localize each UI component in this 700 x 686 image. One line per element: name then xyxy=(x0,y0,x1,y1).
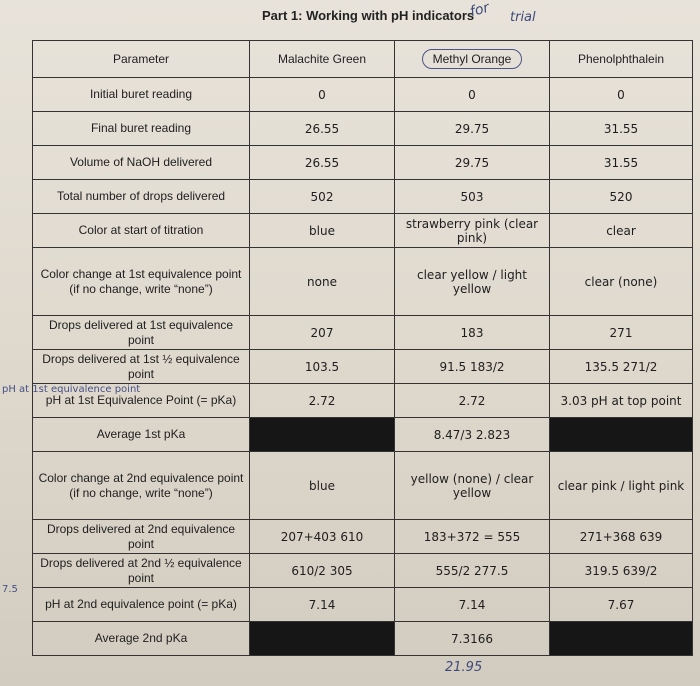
methyl-orange-value: 503 xyxy=(394,179,550,214)
table-row: Color change at 1st equivalence point (i… xyxy=(32,247,693,316)
parameter-label: Total number of drops delivered xyxy=(32,179,250,214)
table-row: Average 2nd pKa 7.3166 xyxy=(32,621,693,656)
phenolphthalein-value: 31.55 xyxy=(549,145,693,180)
table-row: Color at start of titration blue strawberr… xyxy=(32,213,693,248)
malachite-green-value: 26.55 xyxy=(249,111,395,146)
phenolphthalein-value: 31.55 xyxy=(549,111,693,146)
table-row: Drops delivered at 1st ½ equivalence poi… xyxy=(32,349,693,384)
malachite-green-value: blue xyxy=(249,451,395,520)
table-row: Drops delivered at 2nd ½ equivalence poi… xyxy=(32,553,693,588)
malachite-green-value: 502 xyxy=(249,179,395,214)
methyl-orange-value: 7.14 xyxy=(394,587,550,622)
methyl-orange-value: 555/2 277.5 xyxy=(394,553,550,588)
malachite-green-value: 103.5 xyxy=(249,349,395,384)
parameter-label: Drops delivered at 1st equivalence point xyxy=(32,315,250,350)
table-row: Final buret reading 26.55 29.75 31.55 xyxy=(32,111,693,146)
phenolphthalein-value: 271 xyxy=(549,315,693,350)
indicator-table: Parameter Malachite Green Methyl Orange … xyxy=(32,40,693,656)
table-row: Total number of drops delivered 502 503 520 xyxy=(32,179,693,214)
parameter-label: Final buret reading xyxy=(32,111,250,146)
parameter-label: Drops delivered at 1st ½ equivalence poi… xyxy=(32,349,250,384)
parameter-label: Color change at 2nd equivalence point (i… xyxy=(32,451,250,520)
handwritten-note-for: for xyxy=(468,0,491,21)
methyl-orange-value: 183 xyxy=(394,315,550,350)
methyl-orange-value: 183+372 = 555 xyxy=(394,519,550,554)
table-row: Color change at 2nd equivalence point (i… xyxy=(32,451,693,520)
table-row: pH at 1st Equivalence Point (= pKa) 2.72 2… xyxy=(32,383,693,418)
malachite-green-value: 7.14 xyxy=(249,587,395,622)
phenolphthalein-value: clear xyxy=(549,213,693,248)
table-header-row: Parameter Malachite Green Methyl Orange … xyxy=(32,40,693,78)
phenolphthalein-value: 7.67 xyxy=(549,587,693,622)
phenolphthalein-value: 0 xyxy=(549,77,693,112)
parameter-label: Drops delivered at 2nd ½ equivalence poi… xyxy=(32,553,250,588)
malachite-green-value: 207 xyxy=(249,315,395,350)
methyl-orange-value: 0 xyxy=(394,77,550,112)
malachite-green-value: 610/2 305 xyxy=(249,553,395,588)
phenolphthalein-value: 271+368 639 xyxy=(549,519,693,554)
column-header-parameter: Parameter xyxy=(32,40,250,78)
phenolphthalein-value: clear (none) xyxy=(549,247,693,316)
parameter-label: Color at start of titration xyxy=(32,213,250,248)
methyl-orange-value: yellow (none) / clear yellow xyxy=(394,451,550,520)
phenolphthalein-value xyxy=(549,621,693,656)
parameter-label: Color change at 1st equivalence point (i… xyxy=(32,247,250,316)
malachite-green-value xyxy=(249,417,395,452)
malachite-green-value: none xyxy=(249,247,395,316)
table-row: Volume of NaOH delivered 26.55 29.75 31.55 xyxy=(32,145,693,180)
phenolphthalein-value: clear pink / light pink xyxy=(549,451,693,520)
margin-note-75: 7.5 xyxy=(2,584,18,595)
parameter-label: Drops delivered at 2nd equivalence point xyxy=(32,519,250,554)
parameter-label: pH at 2nd equivalence point (= pKa) xyxy=(32,587,250,622)
parameter-label: Average 1st pKa xyxy=(32,417,250,452)
malachite-green-value: 0 xyxy=(249,77,395,112)
table-row: Drops delivered at 1st equivalence point… xyxy=(32,315,693,350)
phenolphthalein-value xyxy=(549,417,693,452)
phenolphthalein-value: 3.03 pH at top point xyxy=(549,383,693,418)
table-row: Drops delivered at 2nd equivalence point… xyxy=(32,519,693,554)
parameter-label: pH at 1st Equivalence Point (= pKa) xyxy=(32,383,250,418)
phenolphthalein-value: 520 xyxy=(549,179,693,214)
methyl-orange-value: 91.5 183/2 xyxy=(394,349,550,384)
column-header-malachite-green: Malachite Green xyxy=(249,40,395,78)
parameter-label: Average 2nd pKa xyxy=(32,621,250,656)
methyl-orange-value: 2.72 xyxy=(394,383,550,418)
methyl-orange-value: 29.75 xyxy=(394,145,550,180)
table-row: Average 1st pKa 8.47/3 2.823 xyxy=(32,417,693,452)
column-header-phenolphthalein: Phenolphthalein xyxy=(549,40,693,78)
column-header-methyl-orange: Methyl Orange xyxy=(394,40,550,78)
malachite-green-value: 2.72 xyxy=(249,383,395,418)
phenolphthalein-value: 319.5 639/2 xyxy=(549,553,693,588)
handwritten-sum: 21.95 xyxy=(445,660,483,675)
malachite-green-value: 26.55 xyxy=(249,145,395,180)
methyl-orange-value: 29.75 xyxy=(394,111,550,146)
phenolphthalein-value: 135.5 271/2 xyxy=(549,349,693,384)
table-row: Initial buret reading 0 0 0 xyxy=(32,77,693,112)
table-row: pH at 2nd equivalence point (= pKa) 7.14 7… xyxy=(32,587,693,622)
page-title: Part 1: Working with pH indicators xyxy=(262,8,475,23)
margin-note: pH at 1st equivalence point xyxy=(2,384,141,395)
malachite-green-value: 207+403 610 xyxy=(249,519,395,554)
methyl-orange-value: 7.3166 xyxy=(394,621,550,656)
methyl-orange-value: clear yellow / light yellow xyxy=(394,247,550,316)
parameter-label: Initial buret reading xyxy=(32,77,250,112)
malachite-green-value: blue xyxy=(249,213,395,248)
handwritten-note-trial: trial xyxy=(510,10,536,25)
malachite-green-value xyxy=(249,621,395,656)
methyl-orange-circled-label: Methyl Orange xyxy=(421,49,523,69)
methyl-orange-value: 8.47/3 2.823 xyxy=(394,417,550,452)
methyl-orange-value: strawberry pink (clear pink) xyxy=(394,213,550,248)
parameter-label: Volume of NaOH delivered xyxy=(32,145,250,180)
